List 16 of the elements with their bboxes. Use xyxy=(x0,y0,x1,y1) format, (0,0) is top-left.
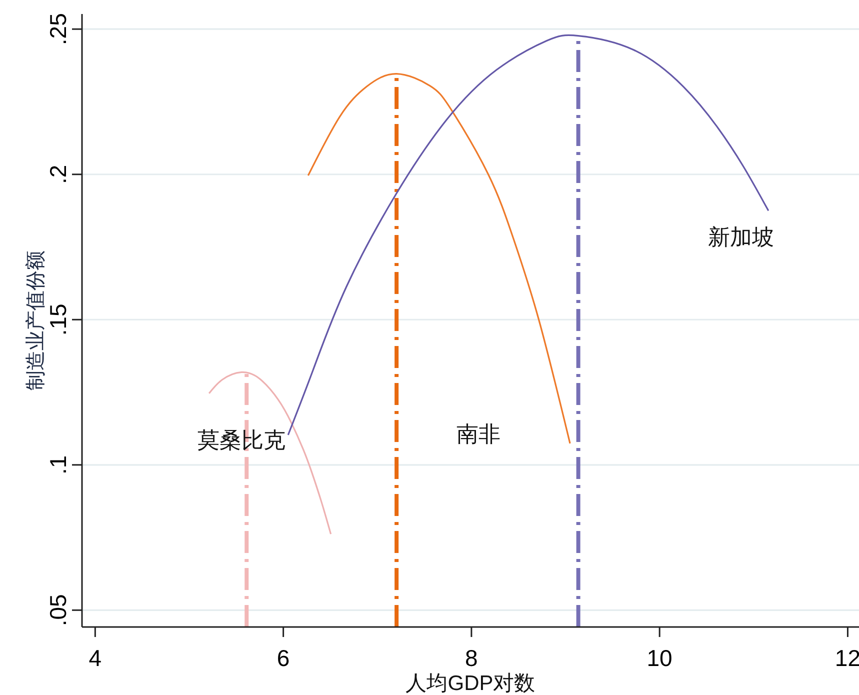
line-series xyxy=(307,73,571,444)
x-tick-label: 10 xyxy=(646,645,672,671)
y-tick-label: .25 xyxy=(45,13,71,46)
x-tick-label: 6 xyxy=(276,645,290,671)
annotation: 莫桑比克 xyxy=(198,428,286,453)
y-tick-label: .2 xyxy=(45,164,71,184)
annotation: 南非 xyxy=(456,421,501,446)
y-tick-label: .1 xyxy=(45,455,71,474)
x-axis-title: 人均GDP对数 xyxy=(406,672,536,695)
x-tick-label: 8 xyxy=(465,645,478,671)
y-tick-label: .15 xyxy=(45,304,71,336)
annotation: 新加坡 xyxy=(708,224,774,250)
x-tick-label: 4 xyxy=(88,645,102,671)
x-tick-label: 12 xyxy=(834,645,859,671)
y-axis-title: 制造业产值份额 xyxy=(25,250,47,390)
y-tick-label: .05 xyxy=(45,594,71,626)
